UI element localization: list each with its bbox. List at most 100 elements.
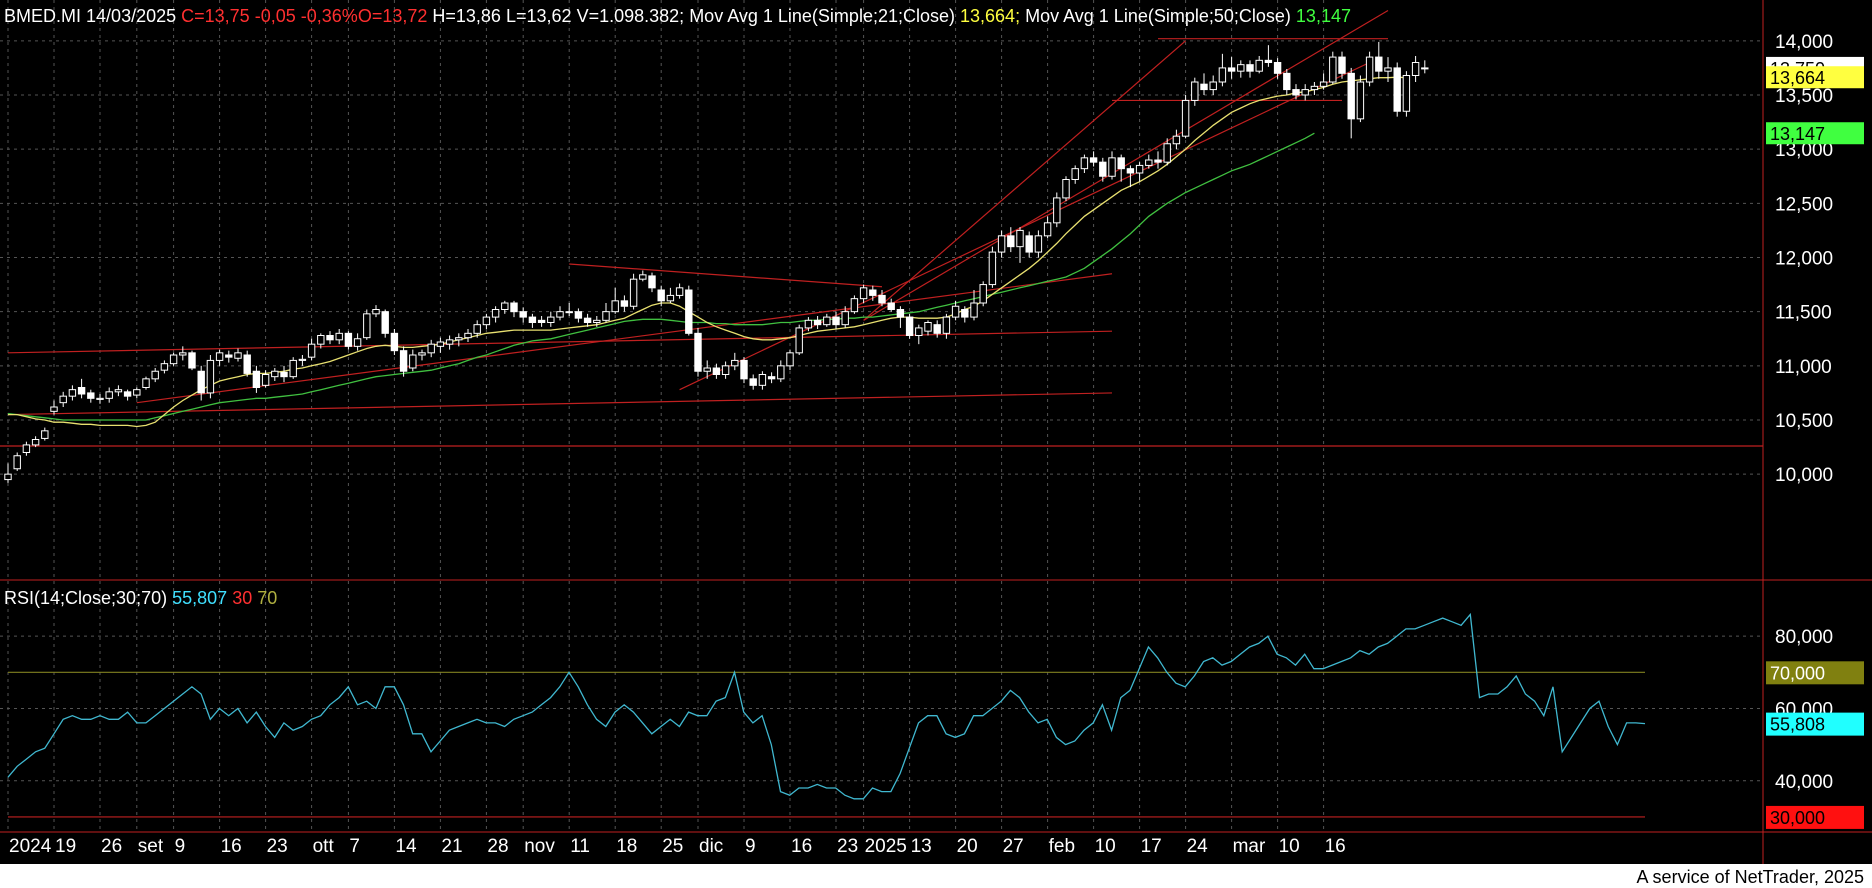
time-tick-label: 14 bbox=[395, 836, 417, 857]
candle-up bbox=[353, 338, 362, 347]
high-label: H=13,86 bbox=[432, 6, 501, 26]
candle-down bbox=[1007, 235, 1015, 248]
candle-up bbox=[473, 324, 481, 334]
candle-up bbox=[271, 370, 279, 378]
time-tick-label: 27 bbox=[1003, 836, 1024, 857]
candle-up bbox=[215, 352, 224, 361]
candle-up bbox=[307, 343, 316, 358]
time-tick-label: 23 bbox=[837, 836, 858, 857]
price-tick-label: 11,000 bbox=[1775, 357, 1832, 378]
candle-down bbox=[528, 316, 537, 324]
candle-up bbox=[1145, 159, 1153, 166]
time-tick-label: 16 bbox=[791, 836, 812, 857]
candle-up bbox=[1384, 67, 1392, 72]
candle-down bbox=[1154, 159, 1162, 163]
candle-up bbox=[988, 251, 997, 286]
rsi-high: 70 bbox=[257, 588, 278, 608]
candle-up bbox=[13, 455, 21, 470]
candle-down bbox=[961, 309, 969, 318]
time-tick-label: 25 bbox=[662, 836, 683, 857]
candle-down bbox=[1099, 161, 1107, 177]
rsi-header: RSI(14;Close;30;70) 55,807 30 70 bbox=[4, 588, 277, 609]
candle-up bbox=[593, 319, 601, 324]
candle-up bbox=[418, 352, 426, 356]
candle-down bbox=[583, 317, 592, 323]
candle-down bbox=[896, 309, 905, 318]
candle-down bbox=[1200, 83, 1208, 91]
time-tick-label: feb bbox=[1049, 836, 1075, 857]
rsi-tick-label: 40,000 bbox=[1775, 772, 1833, 793]
candle-up bbox=[1402, 75, 1411, 112]
candle-up bbox=[206, 359, 215, 394]
candle-up bbox=[951, 305, 960, 318]
candle-up bbox=[1016, 229, 1024, 248]
candle-up bbox=[363, 313, 371, 339]
time-tick-label: 26 bbox=[101, 836, 122, 857]
candle-down bbox=[905, 316, 914, 337]
candle-up bbox=[482, 316, 491, 326]
candle-down bbox=[685, 289, 693, 334]
candle-up bbox=[179, 352, 187, 356]
candle-down bbox=[188, 352, 196, 369]
candle-up bbox=[565, 311, 573, 314]
candle-up bbox=[1237, 64, 1245, 72]
time-tick-label: 19 bbox=[55, 836, 76, 857]
candle-up bbox=[703, 367, 711, 372]
candle-down bbox=[390, 332, 399, 352]
candle-up bbox=[556, 311, 564, 318]
candle-up bbox=[68, 389, 77, 397]
candle-down bbox=[574, 311, 583, 319]
candle-up bbox=[1356, 81, 1365, 120]
candle-down bbox=[1393, 67, 1401, 112]
candle-down bbox=[77, 387, 86, 395]
time-tick-label: 24 bbox=[1187, 836, 1209, 857]
candle-up bbox=[464, 332, 472, 339]
candle-down bbox=[1246, 64, 1254, 72]
candle-up bbox=[1421, 67, 1429, 70]
rsi-tick-label: 80,000 bbox=[1775, 627, 1833, 648]
volume-label: V=1.098.382; bbox=[576, 6, 685, 26]
rsi-line bbox=[7, 612, 1646, 800]
rsi-current-marker bbox=[1766, 712, 1864, 736]
candle-up bbox=[1191, 81, 1199, 101]
candle-up bbox=[1365, 56, 1374, 83]
candle-down bbox=[510, 302, 518, 313]
candle-up bbox=[629, 278, 638, 307]
footer-bar bbox=[0, 864, 1872, 888]
candle-up bbox=[31, 439, 40, 446]
price-tick-label: 12,500 bbox=[1775, 194, 1833, 215]
candle-down bbox=[1283, 72, 1291, 91]
candle-up bbox=[1062, 179, 1070, 199]
candle-up bbox=[298, 358, 307, 361]
time-tick-label: 2024 bbox=[9, 836, 52, 857]
change-pct-label: -0,36% bbox=[300, 6, 358, 26]
candle-up bbox=[915, 327, 923, 336]
price-tick-label: 14,000 bbox=[1775, 32, 1833, 53]
candle-down bbox=[620, 300, 629, 307]
candle-up bbox=[777, 365, 785, 380]
candle-down bbox=[197, 370, 205, 394]
date-label: 14/03/2025 bbox=[86, 6, 177, 26]
time-tick-label: 20 bbox=[957, 836, 978, 857]
candle-up bbox=[1108, 157, 1116, 177]
candle-down bbox=[519, 311, 527, 318]
time-tick-label: 7 bbox=[349, 836, 360, 857]
candle-up bbox=[675, 287, 684, 296]
candle-down bbox=[1117, 157, 1125, 170]
time-tick-label: 17 bbox=[1141, 836, 1162, 857]
candle-up bbox=[317, 335, 325, 345]
time-tick-label: 10 bbox=[1279, 836, 1300, 857]
candle-down bbox=[87, 392, 95, 399]
candle-up bbox=[1218, 67, 1227, 83]
candle-up bbox=[795, 327, 803, 354]
candle-up bbox=[1310, 85, 1319, 91]
candle-down bbox=[1338, 56, 1346, 74]
candle-up bbox=[970, 302, 978, 318]
rsi-value: 55,807 bbox=[172, 588, 228, 608]
low-label: L=13,62 bbox=[505, 6, 572, 26]
time-tick-label: 2025 bbox=[865, 836, 907, 857]
candle-down bbox=[344, 332, 353, 347]
candle-up bbox=[96, 397, 104, 400]
candle-down bbox=[1375, 56, 1383, 72]
